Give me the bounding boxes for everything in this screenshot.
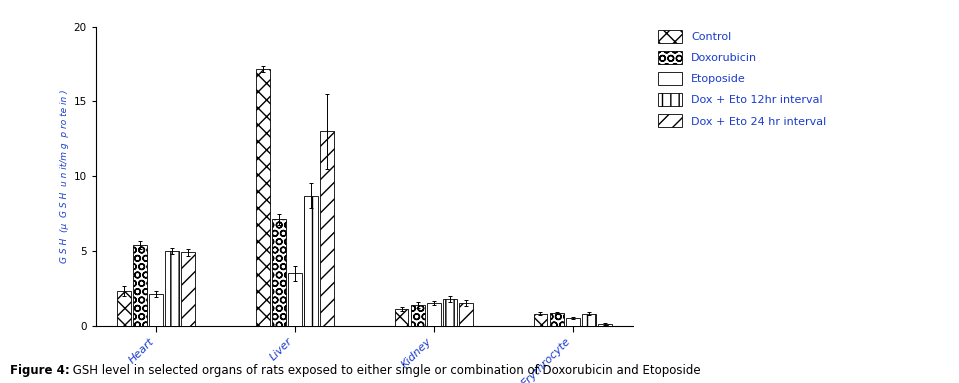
Bar (288, 273, 302, 326)
Bar (320, 131, 335, 326)
Text: GSH level in selected organs of rats exposed to either single or combination of : GSH level in selected organs of rats exp… (69, 364, 701, 377)
Bar (459, 303, 473, 326)
Legend: Control, Doxorubicin, Etoposide, Dox + Eto 12hr interval, Dox + Eto 24 hr interv: Control, Doxorubicin, Etoposide, Dox + E… (655, 26, 830, 131)
Bar (181, 252, 196, 326)
Bar (271, 219, 286, 326)
Bar (304, 196, 318, 326)
Bar (410, 304, 425, 326)
Bar (133, 245, 147, 326)
Bar (149, 294, 163, 326)
Bar (582, 314, 596, 326)
Bar (256, 69, 269, 326)
Bar (533, 314, 548, 326)
Bar (443, 299, 457, 326)
Bar (566, 318, 580, 326)
Bar (427, 303, 441, 326)
Bar (394, 309, 409, 326)
Bar (117, 291, 130, 326)
Bar (598, 324, 612, 326)
Bar (165, 251, 179, 326)
Text: Figure 4:: Figure 4: (10, 364, 69, 377)
Y-axis label: G S H  (μ  G S H  u n it/m g  p ro te in ): G S H (μ G S H u n it/m g p ro te in ) (60, 89, 69, 263)
Bar (550, 313, 564, 326)
